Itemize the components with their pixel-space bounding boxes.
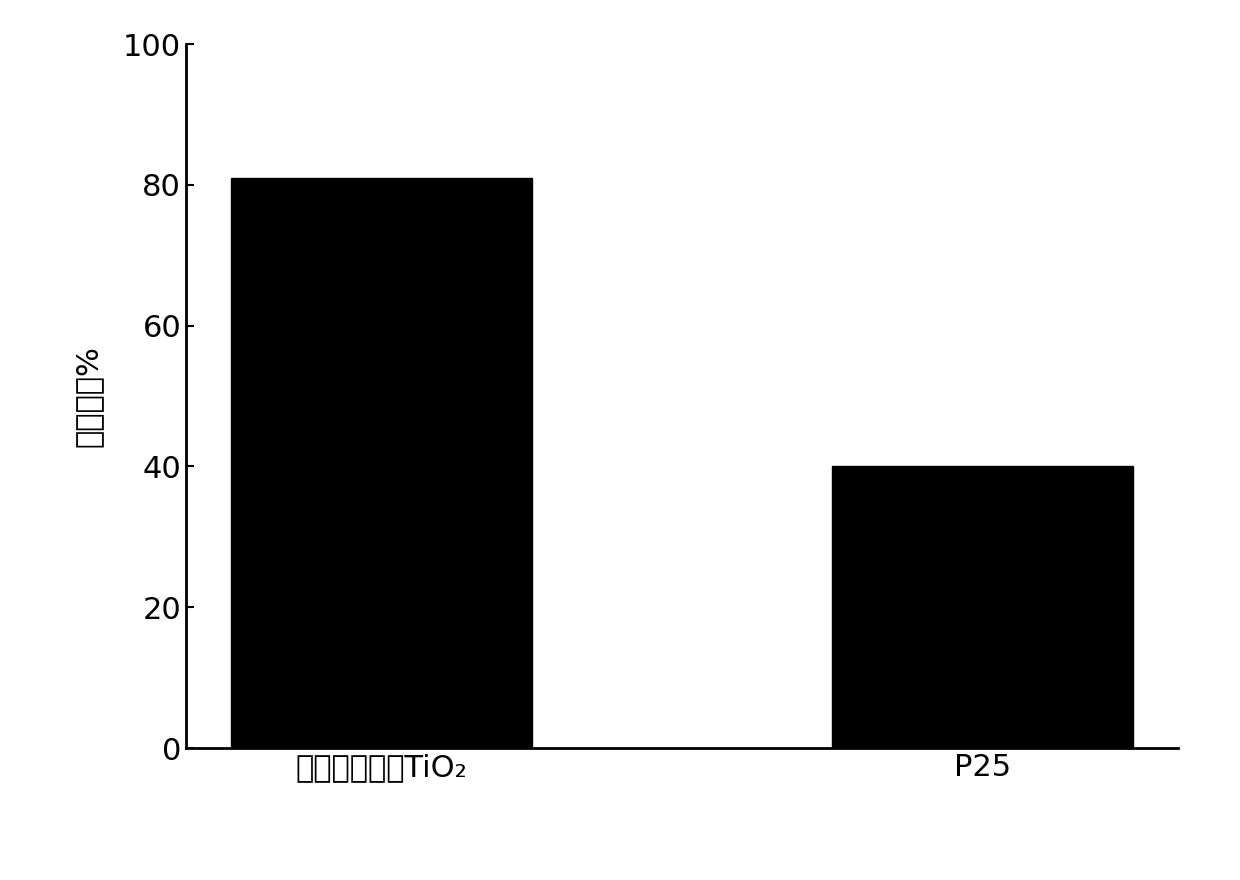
Bar bbox=[832, 466, 1133, 748]
Y-axis label: 去除率／%: 去除率／% bbox=[73, 345, 102, 447]
Bar bbox=[231, 178, 532, 748]
